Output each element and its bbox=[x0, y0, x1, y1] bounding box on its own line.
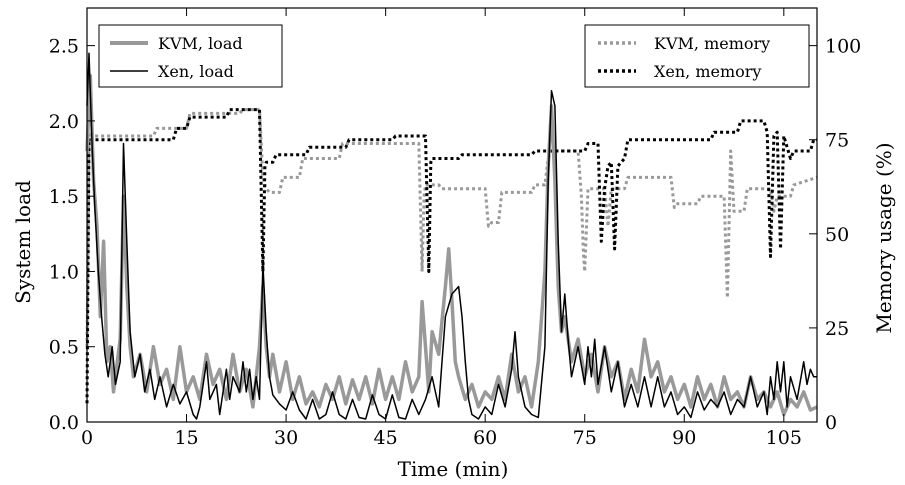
y-axis-title: System load bbox=[11, 180, 35, 304]
x-tick-label: 105 bbox=[766, 427, 802, 449]
series-xen-load bbox=[86, 52, 817, 420]
series-kvm-load bbox=[85, 73, 818, 417]
y-tick-label: 1.5 bbox=[49, 186, 79, 208]
legend-label-xen-memory: Xen, memory bbox=[654, 62, 761, 81]
x-tick-label: 30 bbox=[274, 427, 298, 449]
legend-right-box bbox=[584, 24, 810, 88]
legend-label-xen-load: Xen, load bbox=[158, 62, 234, 81]
series-kvm-memory bbox=[85, 108, 818, 347]
x-tick-label: 45 bbox=[374, 427, 398, 449]
series-xen-memory bbox=[85, 108, 817, 404]
x-tick-label: 75 bbox=[573, 427, 597, 449]
y-tick-label: 0.0 bbox=[49, 412, 79, 434]
x-tick-label: 60 bbox=[473, 427, 497, 449]
y2-tick-label: 0 bbox=[825, 412, 837, 434]
y-tick-label: 0.5 bbox=[49, 337, 79, 359]
legend-left: KVM, load Xen, load bbox=[98, 24, 283, 88]
y2-axis-title: Memory usage (%) bbox=[872, 142, 896, 333]
y-axis-left: 0.0 0.5 1.0 1.5 2.0 2.5 bbox=[49, 36, 95, 434]
y-tick-label: 2.5 bbox=[49, 36, 79, 58]
y2-tick-label: 50 bbox=[825, 224, 849, 246]
x-tick-label: 90 bbox=[672, 427, 696, 449]
series-layer bbox=[85, 52, 818, 420]
legend-left-box bbox=[98, 24, 283, 88]
y2-tick-label: 75 bbox=[825, 130, 849, 152]
y-tick-label: 1.0 bbox=[49, 261, 79, 283]
legend-label-kvm-memory: KVM, memory bbox=[654, 34, 770, 53]
y2-tick-label: 25 bbox=[825, 318, 849, 340]
y-axis-right: 0 25 50 75 100 bbox=[809, 36, 861, 434]
legend-label-kvm-load: KVM, load bbox=[158, 34, 243, 53]
x-tick-label: 15 bbox=[174, 427, 198, 449]
plot-frame bbox=[86, 7, 818, 423]
x-axis-title: Time (min) bbox=[398, 457, 509, 481]
legend-right: KVM, memory Xen, memory bbox=[584, 24, 810, 88]
y2-tick-label: 100 bbox=[825, 36, 861, 58]
x-axis: 0 15 30 45 60 75 90 105 bbox=[81, 8, 802, 449]
x-tick-label: 0 bbox=[81, 427, 93, 449]
y-tick-label: 2.0 bbox=[49, 111, 79, 133]
